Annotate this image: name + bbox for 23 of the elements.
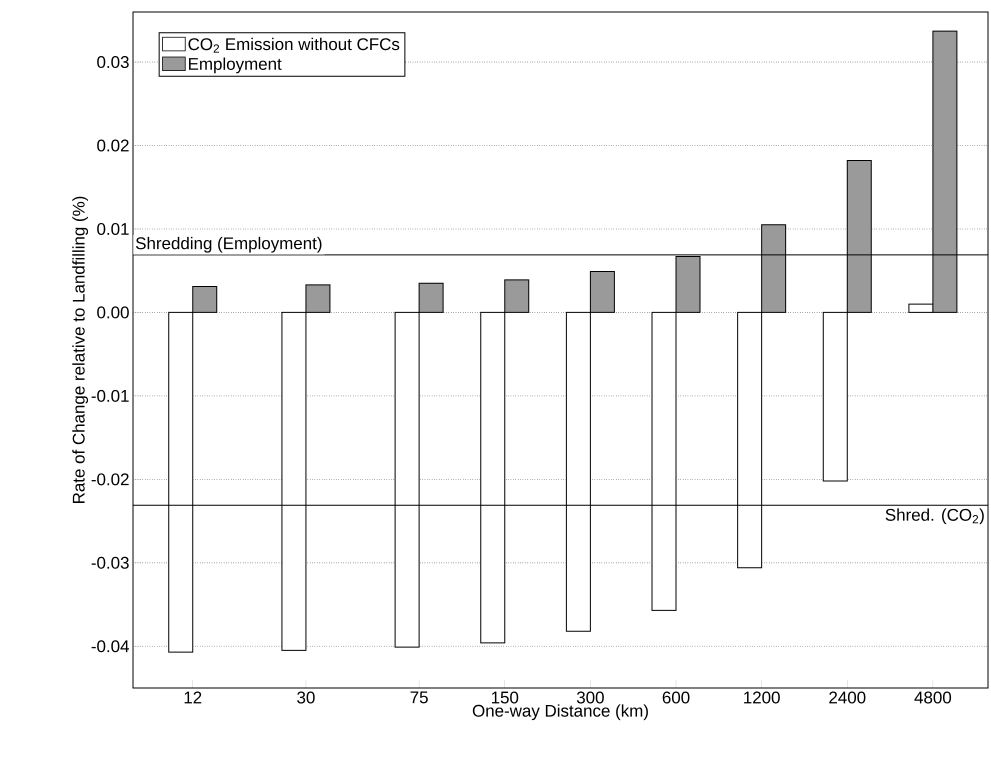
y-tick-label: -0.02 [92,473,129,486]
x-tick-label: 12 [184,692,202,704]
legend-label: Employment [189,58,282,74]
x-tick-label: 150 [492,692,518,704]
y-tick-label: -0.04 [92,640,129,652]
y-tick-label: -0.03 [92,556,129,569]
ref-line-label: Shredding (Employment) [136,236,322,253]
x-tick-label: 600 [662,692,690,704]
y-tick-label: 0.00 [97,306,129,318]
x-tick-label: 300 [576,692,604,704]
y-tick-label: 0.02 [97,140,129,152]
x-tick-label: 1200 [744,692,780,704]
ref-line-label: Shred. (CO$_{2}$) [886,508,984,524]
x-tick-label: 30 [297,692,315,704]
legend-label: CO$_{2}$ Emission without CFCs [188,38,400,53]
x-tick-label: 4800 [914,692,952,704]
y-tick-label: 0.03 [97,56,129,68]
y-tick-label: -0.01 [92,390,129,402]
y-axis-title: Rate of Change relative to Landfilling (%) [72,196,88,503]
x-axis-title: One-way Distance (km) [472,704,648,720]
y-tick-label: 0.01 [97,222,129,235]
x-tick-label: 2400 [829,692,866,704]
x-tick-label: 75 [410,692,428,704]
